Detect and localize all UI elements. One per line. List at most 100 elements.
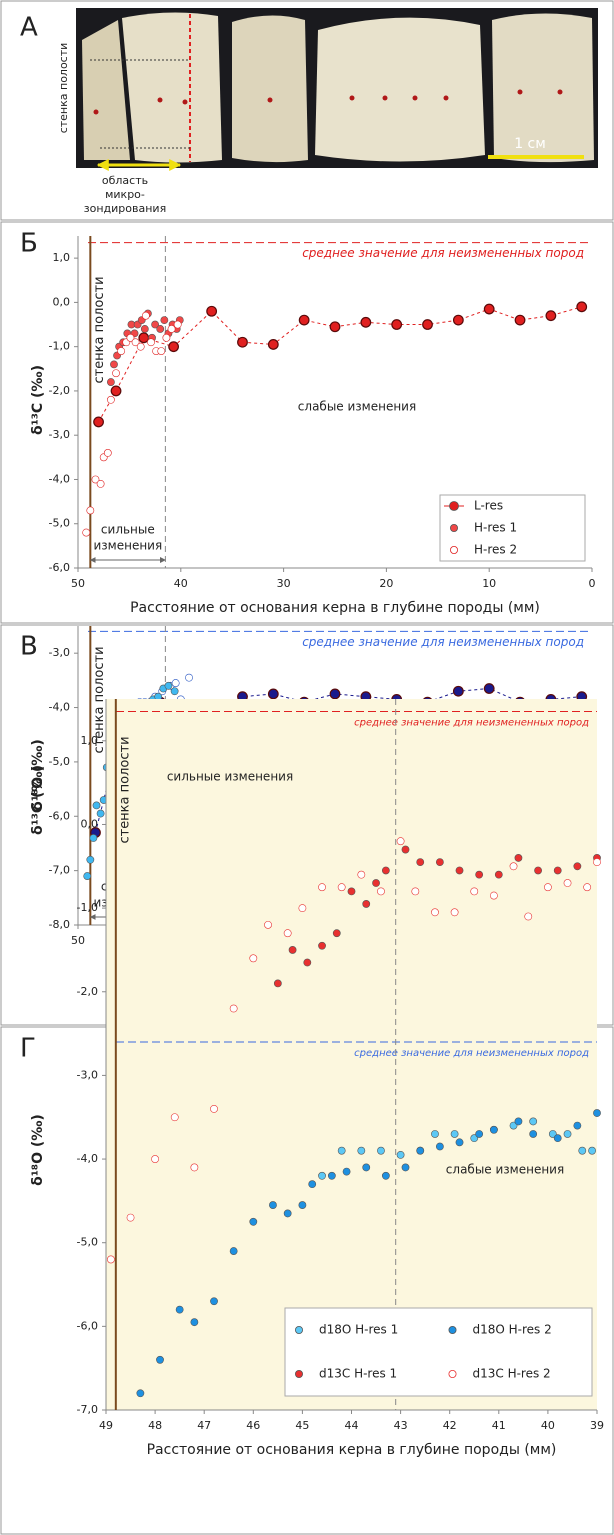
y-axis-title: δ¹⁸O (‰) <box>30 1114 46 1186</box>
y-tick-label: -4,0 <box>49 701 70 714</box>
point <box>327 1171 336 1180</box>
zone-label: область <box>102 174 148 187</box>
point <box>249 1217 258 1226</box>
x-tick-label: 30 <box>277 577 291 590</box>
point <box>514 314 526 326</box>
point <box>377 887 385 896</box>
point <box>318 941 326 950</box>
point <box>170 1113 179 1122</box>
x-tick-label: 44 <box>345 1419 359 1432</box>
point <box>377 1146 385 1155</box>
point <box>210 1104 218 1113</box>
point <box>112 369 120 378</box>
point <box>529 1130 538 1138</box>
point <box>593 1109 601 1117</box>
point <box>583 883 592 892</box>
point <box>267 688 279 700</box>
point <box>470 1134 479 1143</box>
y-axis-title: δ¹³C (‰) <box>30 365 46 435</box>
point <box>548 1130 557 1138</box>
point <box>273 979 282 988</box>
legend-marker <box>449 546 458 555</box>
point <box>332 929 341 938</box>
point <box>160 316 169 325</box>
panel-photo: А 1 см стенка полости область микро- зон… <box>0 0 614 221</box>
point <box>411 887 420 896</box>
legend-box <box>284 1307 593 1397</box>
point <box>588 1146 596 1155</box>
point <box>82 528 91 537</box>
point <box>190 1163 199 1172</box>
y-tick-label: -5,0 <box>49 517 70 530</box>
strong-change-label: изменения <box>93 539 162 553</box>
point <box>298 904 307 913</box>
x-tick-label: 10 <box>482 577 496 590</box>
point <box>450 1130 459 1138</box>
x-tick-label: 47 <box>197 1419 211 1432</box>
point <box>298 314 310 326</box>
y-tick-label: -2,0 <box>77 985 98 998</box>
x-axis-title: Расстояние от основания керна в глубине … <box>130 600 540 616</box>
point <box>422 319 433 330</box>
point <box>329 321 341 333</box>
plot-background <box>106 699 597 1410</box>
legend-marker <box>449 524 458 533</box>
point <box>489 891 498 900</box>
reference-label: среднее значение для неизмененных пород <box>302 246 584 260</box>
point <box>110 360 118 369</box>
point <box>140 325 149 333</box>
point <box>190 1318 199 1327</box>
scale-label: 1 см <box>514 136 546 152</box>
legend-label: L-res <box>474 499 503 513</box>
point <box>229 1004 238 1013</box>
point <box>573 862 582 871</box>
y-tick-label: -3,0 <box>77 1068 98 1081</box>
point <box>342 1167 351 1176</box>
point <box>483 683 495 694</box>
point <box>288 946 297 954</box>
point <box>168 341 180 353</box>
point <box>269 1201 277 1209</box>
y-tick-label: -6,0 <box>49 561 70 574</box>
point <box>362 1163 371 1172</box>
point <box>337 1146 346 1155</box>
y-tick-label: 0,0 <box>53 295 71 308</box>
point <box>475 1130 484 1138</box>
point <box>283 929 292 938</box>
y-tick-label: 1,0 <box>81 734 99 747</box>
point <box>544 883 552 892</box>
rock-fragment <box>315 17 485 162</box>
point <box>141 311 150 320</box>
point <box>381 1171 390 1180</box>
point <box>267 339 279 350</box>
point <box>91 475 100 484</box>
point <box>431 908 439 917</box>
legend-box <box>439 494 586 562</box>
point <box>563 879 572 887</box>
zone-label: микро- <box>105 188 145 201</box>
point <box>431 1130 439 1138</box>
point <box>435 1142 444 1151</box>
y-tick-label: 1,0 <box>53 251 71 264</box>
annotation: сильные изменения <box>167 770 293 784</box>
point <box>136 342 145 351</box>
wall-label: стенка полости <box>92 646 107 753</box>
point <box>249 954 258 963</box>
point <box>452 685 464 697</box>
point <box>229 1247 238 1255</box>
point <box>509 862 518 871</box>
x-tick-label: 0 <box>589 577 596 590</box>
legend-marker <box>448 1326 457 1335</box>
point <box>156 325 165 333</box>
point <box>162 333 171 342</box>
point <box>318 1171 326 1180</box>
reference-label: среднее значение для неизмененных пород <box>354 1048 589 1059</box>
point <box>329 688 341 700</box>
point <box>96 809 105 818</box>
rock-fragment <box>492 13 594 163</box>
annotation: слабые изменения <box>298 400 416 414</box>
point <box>509 1121 518 1130</box>
legend-marker <box>449 501 459 511</box>
x-tick-label: 41 <box>492 1419 506 1432</box>
point <box>283 1209 292 1218</box>
